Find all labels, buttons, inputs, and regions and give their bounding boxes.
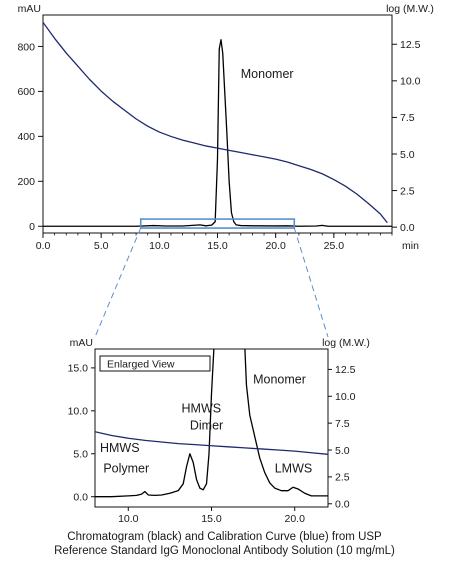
enlarged-annotation-label: LMWS [275, 462, 313, 476]
main-y-right-tick-label: 2.5 [400, 185, 415, 197]
enlarged-y-left-tick-label: 0.0 [73, 491, 88, 503]
main-y-left-tick-label: 200 [17, 176, 35, 188]
figure-caption: Chromatogram (black) and Calibration Cur… [0, 530, 449, 558]
main-y-right-tick-label: 7.5 [400, 112, 415, 124]
main-y-left-tick-label: 400 [17, 131, 35, 143]
zoom-connector-right [293, 227, 329, 338]
enlarged-y-left-tick-label: 5.0 [73, 449, 88, 461]
main-y-right-tick-label: 0.0 [400, 222, 415, 234]
enlarged-annotation-label: Polymer [103, 462, 149, 476]
main-right-unit-label: log (M.W.) [386, 3, 434, 15]
main-y-left-tick-label: 600 [17, 86, 35, 98]
main-x-tick-label: 15.0 [207, 240, 228, 252]
main-y-right-tick-label: 12.5 [400, 39, 421, 51]
main-y-left-tick-label: 800 [17, 41, 35, 53]
main-annotation-label: Monomer [241, 67, 294, 81]
enlarged-y-right-tick-label: 7.5 [335, 418, 350, 430]
enlarged-annotation-label: HMWS [100, 441, 140, 455]
enlarged-chromatogram-line [95, 349, 328, 498]
enlarged-y-right-tick-label: 5.0 [335, 445, 350, 457]
main-y-left-tick-label: 0 [29, 221, 35, 233]
main-x-tick-label: 10.0 [149, 240, 170, 252]
main-calibration-curve-line [43, 21, 388, 224]
enlarged-view-legend-box [99, 355, 211, 372]
enlarged-right-unit-label: log (M.W.) [322, 337, 370, 349]
enlarged-x-tick-label: 15.0 [201, 513, 222, 525]
chart-svg: 0.0 5.0 10.0 15.0 20.0 25.0 0 200 400 600 800 0.0 2.… [17, 3, 433, 525]
enlarged-annotation-label: Dimer [190, 419, 223, 433]
zoom-region-box [139, 218, 296, 229]
enlarged-view-legend: Enlarged View [99, 355, 211, 372]
enlarged-x-tick-label: 10.0 [118, 513, 139, 525]
enlarged-view-legend-label: Enlarged View [107, 359, 175, 371]
enlarged-y-right-tick-label: 2.5 [335, 472, 350, 484]
caption-line-2: Reference Standard IgG Monoclonal Antibo… [54, 545, 395, 557]
main-left-unit-label: mAU [18, 3, 41, 15]
main-x-tick-label: 0.0 [36, 240, 51, 252]
main-panel: 0.0 5.0 10.0 15.0 20.0 25.0 0 200 400 600 800 0.0 2.… [17, 3, 433, 252]
enlarged-y-right-tick-label: 10.0 [335, 391, 356, 403]
enlarged-y-right-tick-label: 12.5 [335, 364, 356, 376]
enlarged-x-tick-label: 20.0 [284, 513, 305, 525]
enlarged-panel: 10.0 15.0 20.0 0.0 5.0 10.0 15.0 0.0 2.5 5.0 7.5 10… [68, 337, 370, 525]
enlarged-y-left-tick-label: 15.0 [68, 363, 89, 375]
main-x-unit-label: min [402, 240, 419, 252]
enlarged-calibration-curve-line [95, 431, 328, 455]
caption-line-1: Chromatogram (black) and Calibration Cur… [67, 531, 382, 543]
main-y-right-tick-label: 5.0 [400, 149, 415, 161]
main-x-tick-label: 25.0 [324, 240, 345, 252]
enlarged-y-left-tick-label: 10.0 [68, 406, 89, 418]
enlarged-y-right-tick-label: 0.0 [335, 499, 350, 511]
main-x-tick-label: 20.0 [265, 240, 286, 252]
main-x-tick-label: 5.0 [94, 240, 109, 252]
main-chromatogram-line [43, 39, 392, 227]
main-y-right-tick-label: 10.0 [400, 76, 421, 88]
enlarged-annotation-label: HMWS [182, 402, 222, 416]
enlarged-left-unit-label: mAU [70, 337, 93, 349]
enlarged-annotation-label: Monomer [253, 372, 306, 386]
